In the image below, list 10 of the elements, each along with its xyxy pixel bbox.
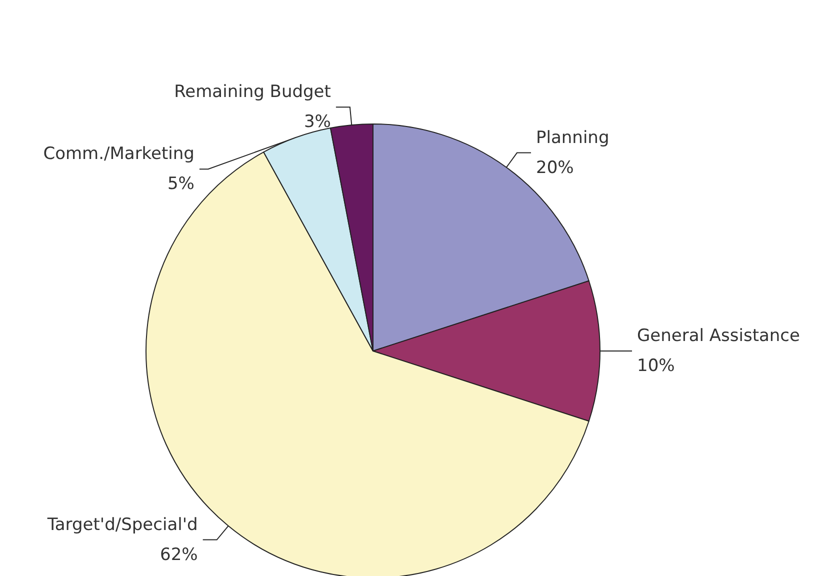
data-label: 10% <box>637 356 675 376</box>
data-label: 20% <box>536 158 574 178</box>
slice-label: Remaining Budget <box>174 82 332 102</box>
slice-label: General Assistance <box>637 326 800 346</box>
slice-label: Planning <box>536 128 610 148</box>
slice-label: Target'd/Special'd <box>46 514 198 535</box>
data-label: 3% <box>304 112 331 132</box>
data-label: 5% <box>167 174 194 194</box>
slice-label: Comm./Marketing <box>43 144 194 164</box>
data-label: 62% <box>160 544 198 565</box>
